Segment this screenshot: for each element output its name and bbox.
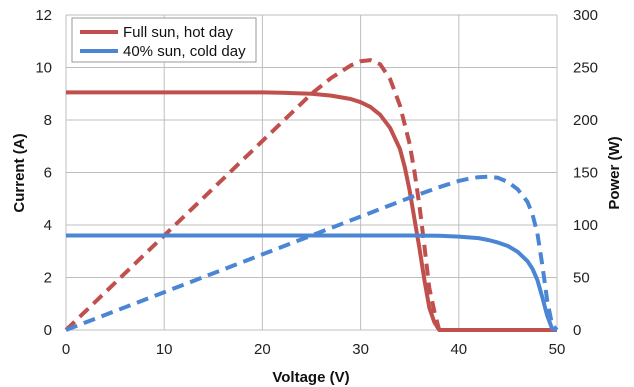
y-left-axis-title: Current (A) <box>11 133 28 212</box>
full-sun-current-line <box>66 90 557 332</box>
x-tick-label: 20 <box>254 341 271 358</box>
x-axis-title: Voltage (V) <box>272 369 349 386</box>
y-left-tick-label: 4 <box>44 217 52 234</box>
axes: 0 10 20 30 40 50 0 2 4 6 8 10 12 0 50 100 150 200 250 300 <box>35 7 598 358</box>
x-tick-label: 40 <box>450 341 467 358</box>
y-right-tick-label: 0 <box>573 322 581 339</box>
y-left-tick-label: 10 <box>35 60 52 77</box>
y-right-tick-label: 150 <box>573 165 598 182</box>
x-tick-label: 50 <box>549 341 566 358</box>
y-left-tick-label: 2 <box>44 270 52 287</box>
y-left-tick-label: 6 <box>44 165 52 182</box>
grid <box>65 14 558 331</box>
x-tick-label: 0 <box>62 341 70 358</box>
y-right-tick-label: 100 <box>573 217 598 234</box>
legend-box <box>71 17 257 63</box>
y-left-tick-label: 12 <box>35 7 52 24</box>
40-sun-power-line <box>65 174 559 332</box>
y-left-tick-label: 0 <box>44 322 52 339</box>
y-left-tick-label: 8 <box>44 112 52 129</box>
x-tick-label: 30 <box>352 341 369 358</box>
x-tick-label: 10 <box>156 341 173 358</box>
full-sun-power-line <box>64 58 442 332</box>
y-right-tick-label: 250 <box>573 60 598 77</box>
legend: Full sun, hot day 40% sun, cold day <box>71 17 257 63</box>
y-right-tick-label: 50 <box>573 270 590 287</box>
y-right-tick-label: 200 <box>573 112 598 129</box>
legend-label-40-sun: 40% sun, cold day <box>123 43 246 60</box>
series-group <box>64 58 559 332</box>
legend-label-full-sun: Full sun, hot day <box>123 24 234 41</box>
y-right-tick-label: 300 <box>573 7 598 24</box>
40-sun-current-line <box>66 233 558 332</box>
y-right-axis-title: Power (W) <box>606 136 623 209</box>
